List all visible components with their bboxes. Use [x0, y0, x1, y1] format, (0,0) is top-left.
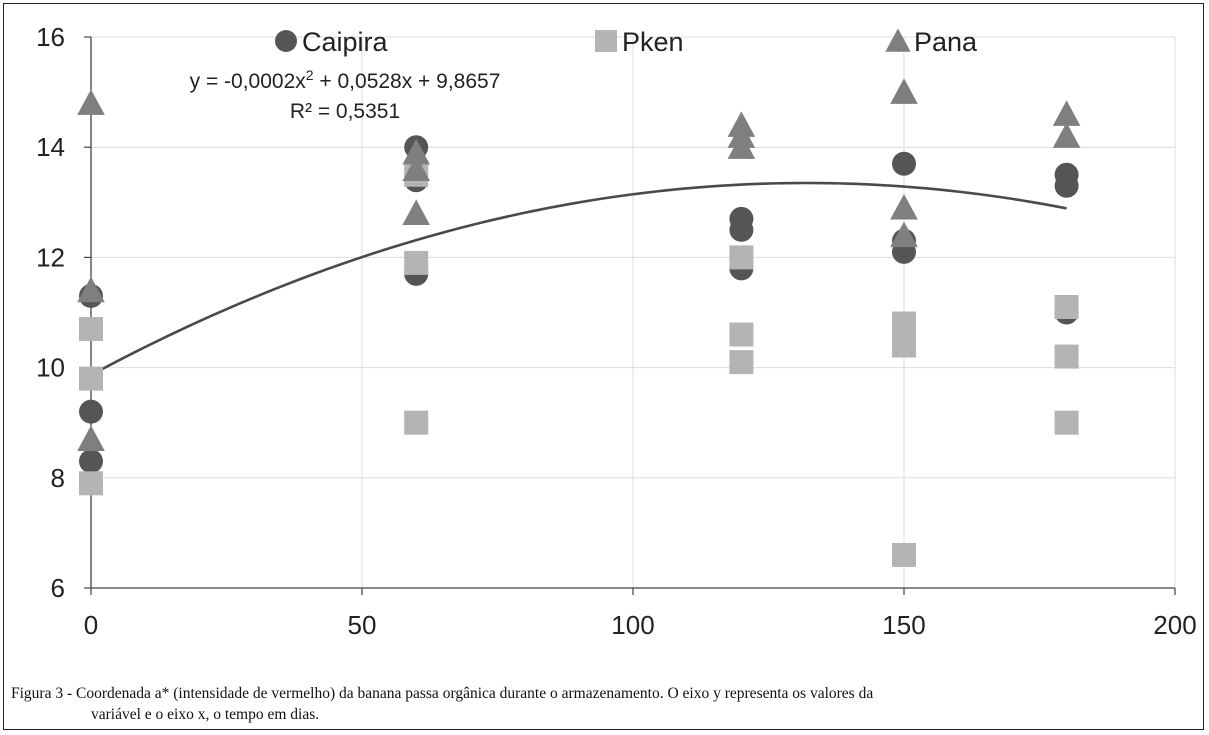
y-tick-label: 12 — [36, 242, 65, 272]
legend: Caipira Pken Pana — [275, 27, 978, 57]
pken-point — [729, 245, 754, 270]
y-tick-label: 8 — [51, 463, 65, 493]
y-tick-label: 16 — [36, 22, 65, 52]
pken-point — [404, 410, 429, 435]
pken-point — [79, 471, 103, 496]
pken-point — [892, 311, 916, 336]
caipira-point — [79, 449, 103, 474]
caipira-point — [1054, 173, 1079, 198]
pana-point — [402, 199, 430, 226]
pana-point — [890, 221, 918, 248]
pana-point — [77, 89, 105, 115]
x-tick-label: 200 — [1153, 610, 1196, 640]
legend-marker-pken — [595, 30, 617, 52]
pken-point — [79, 317, 103, 342]
caption-line-1: Figura 3 - Coordenada a* (intensidade de… — [11, 685, 874, 702]
pken-point — [729, 322, 754, 347]
pana-point — [77, 276, 105, 303]
pken-point — [1054, 294, 1079, 319]
legend-marker-caipira — [275, 30, 297, 52]
pana-point — [727, 133, 756, 159]
legend-label-pana: Pana — [914, 27, 978, 57]
trendline-layer — [90, 181, 1067, 377]
x-tick-label: 50 — [348, 610, 377, 640]
pana-point — [890, 78, 918, 104]
trendline-curve — [90, 181, 1067, 377]
trendline-equation-label: y = -0,0002x2 + 0,0528x + 9,8657 — [190, 67, 501, 93]
caipira-point — [79, 399, 103, 424]
pana-point — [402, 155, 430, 181]
axes: 6 8 10 12 14 16 0 50 100 150 200 — [36, 22, 1197, 640]
pana-point — [1052, 122, 1081, 148]
pken-point — [1054, 344, 1079, 369]
caipira-point — [892, 151, 916, 176]
legend-marker-pana — [885, 28, 911, 52]
pken-point — [404, 250, 429, 275]
pana-point — [1052, 100, 1081, 126]
y-tick-label: 10 — [36, 353, 65, 383]
legend-label-pken: Pken — [622, 27, 684, 57]
x-tick-label: 150 — [882, 610, 925, 640]
pana-point — [890, 194, 918, 220]
pken-point — [892, 542, 916, 567]
pana-point — [77, 425, 105, 451]
scatter-chart: 6 8 10 12 14 16 0 50 100 150 200 Caipira Pken Pana y… — [36, 22, 1197, 640]
trendline-equation: y = -0,0002x2 + 0,0528x + 9,8657 R² = 0,… — [190, 67, 501, 123]
pken-point — [729, 350, 754, 375]
trendline-r2-label: R² = 0,5351 — [290, 100, 400, 123]
x-tick-label: 100 — [611, 610, 654, 640]
caption-line-2: variável e o eixo x, o tempo em dias. — [91, 706, 320, 723]
data-points — [77, 78, 1081, 567]
figure-frame — [3, 3, 1204, 730]
pana-point — [402, 138, 430, 165]
y-tick-label: 6 — [51, 573, 65, 603]
caipira-point — [729, 217, 754, 242]
pken-point — [892, 333, 916, 358]
y-tick-label: 14 — [36, 132, 65, 162]
pken-point — [1054, 410, 1079, 435]
pken-point — [79, 366, 103, 391]
figure-caption: Figura 3 - Coordenada a* (intensidade de… — [11, 683, 1201, 725]
x-tick-label: 0 — [84, 610, 98, 640]
gridlines — [90, 36, 1176, 589]
legend-label-caipira: Caipira — [302, 27, 389, 57]
